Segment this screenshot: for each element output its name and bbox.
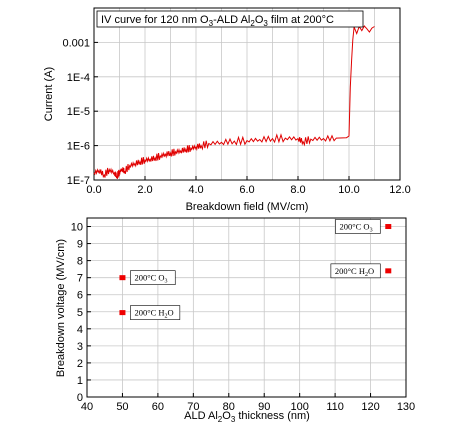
breakdown-label-box: [130, 305, 181, 320]
breakdown-point-label: 200°C H2O: [130, 305, 181, 320]
breakdown-x-axis-label: ALD Al2O3 thickness (nm): [184, 410, 310, 424]
breakdown-x-tick-label: 80: [223, 401, 235, 413]
breakdown-label-sub: 2: [365, 272, 368, 278]
breakdown-label-sub: 3: [165, 279, 168, 285]
iv-annotation-suffix: film at 200°C: [268, 14, 334, 26]
breakdown-x-tick-label: 40: [81, 401, 93, 413]
breakdown-label-box: [130, 270, 176, 285]
breakdown-plot-frame: [86, 217, 407, 398]
iv-grid: [93, 8, 401, 181]
breakdown-x-tick-label: 70: [187, 401, 199, 413]
breakdown-point-label: 200°C O3: [130, 270, 176, 285]
breakdown-y-tick-label: 9: [77, 239, 83, 251]
breakdown-x-label-suffix: thickness (nm): [235, 410, 310, 422]
iv-x-tick-label: 6.0: [239, 184, 254, 196]
breakdown-label-text: 200°C O3: [339, 222, 372, 234]
breakdown-y-tick-label: 5: [77, 307, 83, 319]
iv-x-tick-label: 8.0: [290, 184, 305, 196]
iv-chart: 0.0 2.0 4.0 6.0 8.0 10.0 12.0 1E-7 1E-6 1E-5 1E-4 0…: [43, 7, 411, 213]
breakdown-label-main: 200°C H: [134, 308, 164, 318]
iv-tick-labels: 0.0 2.0 4.0 6.0 8.0 10.0 12.0 1E-7 1E-6 1E-5 1E-4 0…: [62, 37, 410, 196]
iv-x-tick-label: 12.0: [389, 184, 410, 196]
breakdown-y-tick-label: 3: [77, 341, 83, 353]
breakdown-y-tick-label: 2: [77, 358, 83, 370]
breakdown-data-point: [119, 310, 126, 316]
iv-annotation-box: [96, 10, 364, 28]
iv-x-axis-label: Breakdown field (MV/cm): [186, 201, 309, 213]
iv-y-tick-label: 0.001: [62, 37, 90, 49]
breakdown-label-text: 200°C H2O: [134, 308, 173, 320]
breakdown-y-tick-label: 10: [71, 222, 83, 234]
breakdown-y-tick-label: 7: [77, 273, 83, 285]
iv-annotation-prefix: IV curve for 120 nm O: [101, 14, 209, 26]
breakdown-label-main: 200°C O: [134, 273, 164, 283]
iv-y-axis-label: Current (A): [43, 67, 55, 121]
breakdown-label-box: [335, 219, 381, 234]
breakdown-y-axis-label: Breakdown voltage (MV/cm): [55, 239, 67, 377]
breakdown-point-label: 200°C H2O: [330, 263, 381, 279]
breakdown-ticks: [86, 226, 407, 398]
iv-annotation-sub: 3: [209, 19, 214, 28]
breakdown-label-tail: O: [168, 308, 174, 318]
breakdown-label-box: [330, 263, 381, 279]
iv-annotation: IV curve for 120 nm O3-ALD Al2O3 film at…: [96, 10, 364, 28]
breakdown-tick-labels: 40 50 60 70 80 90 100 110 120 130 0 1 2 3 4 5 6 7 8 9 10: [71, 222, 415, 413]
iv-annotation-sub: 2: [250, 19, 255, 28]
breakdown-label-tail: O: [368, 266, 374, 276]
breakdown-label-text: 200°C H2O: [335, 266, 374, 278]
iv-y-tick-label: 1E-6: [67, 141, 90, 153]
breakdown-x-label-sub: 3: [231, 415, 236, 424]
iv-annotation-mid: -ALD Al: [213, 14, 250, 26]
breakdown-x-label-prefix: ALD Al: [184, 410, 218, 422]
breakdown-label-sub: 2: [165, 314, 168, 320]
breakdown-x-tick-label: 90: [258, 401, 270, 413]
iv-y-tick-label: 1E-5: [67, 106, 90, 118]
iv-series-line: [93, 25, 375, 179]
breakdown-x-tick-label: 60: [152, 401, 164, 413]
breakdown-x-tick-label: 50: [116, 401, 128, 413]
breakdown-x-tick-label: 130: [397, 401, 415, 413]
iv-annotation-text: IV curve for 120 nm O3-ALD Al2O3 film at…: [101, 14, 334, 28]
iv-x-tick-label: 4.0: [188, 184, 203, 196]
iv-annotation-sub: 3: [263, 19, 268, 28]
breakdown-label-main: 200°C H: [335, 266, 365, 276]
breakdown-y-tick-label: 4: [77, 324, 83, 336]
breakdown-x-tick-label: 110: [326, 401, 344, 413]
breakdown-y-tick-label: 0: [77, 392, 83, 404]
breakdown-y-tick-label: 6: [77, 290, 83, 302]
breakdown-points: [119, 224, 392, 316]
iv-x-tick-label: 0.0: [86, 184, 101, 196]
iv-ticks: [93, 41, 401, 181]
breakdown-y-tick-label: 1: [77, 375, 83, 387]
breakdown-x-label-sub: 2: [218, 415, 223, 424]
iv-annotation-mid: O: [255, 14, 264, 26]
breakdown-data-point: [385, 224, 392, 230]
breakdown-label-sub: 3: [370, 228, 373, 234]
iv-x-tick-label: 2.0: [137, 184, 152, 196]
breakdown-y-tick-label: 8: [77, 256, 83, 268]
breakdown-data-point: [119, 275, 126, 281]
breakdown-label-main: 200°C O: [339, 222, 369, 232]
iv-y-tick-label: 1E-4: [67, 72, 90, 84]
breakdown-x-label-mid: O: [222, 410, 231, 422]
iv-x-tick-label: 10.0: [338, 184, 359, 196]
breakdown-label-text: 200°C O3: [134, 273, 167, 285]
iv-y-tick-label: 1E-7: [67, 175, 90, 187]
breakdown-point-label: 200°C O3: [335, 219, 381, 234]
breakdown-data-point: [385, 268, 392, 274]
breakdown-x-tick-label: 120: [361, 401, 379, 413]
breakdown-x-tick-label: 100: [290, 401, 308, 413]
